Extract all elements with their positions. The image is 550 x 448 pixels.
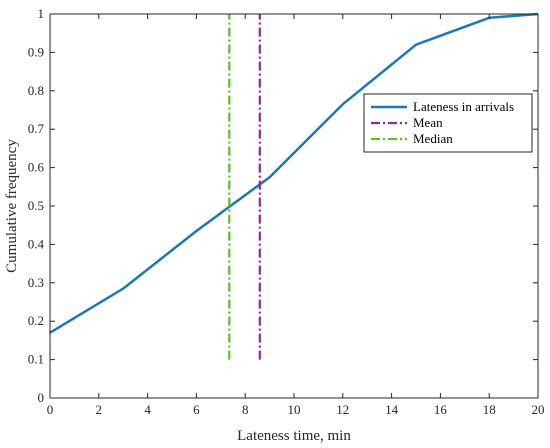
x-tick-label: 6 [193, 402, 200, 417]
x-tick-label: 18 [483, 402, 496, 417]
y-tick-label: 0.6 [28, 160, 45, 175]
x-tick-label: 4 [144, 402, 151, 417]
x-tick-label: 10 [288, 402, 301, 417]
x-tick-label: 14 [385, 402, 399, 417]
plot-area [50, 14, 538, 398]
x-tick-label: 16 [434, 402, 448, 417]
x-tick-label: 2 [96, 402, 103, 417]
legend-label-2: Median [413, 131, 453, 146]
x-tick-label: 0 [47, 402, 54, 417]
y-tick-label: 0.7 [28, 121, 45, 136]
y-tick-label: 1 [38, 6, 45, 21]
x-tick-label: 8 [242, 402, 249, 417]
legend-label-1: Mean [413, 115, 443, 130]
x-tick-label: 20 [532, 402, 545, 417]
legend-label-0: Lateness in arrivals [413, 99, 514, 114]
y-tick-label: 0.9 [28, 44, 44, 59]
y-tick-label: 0.5 [28, 198, 44, 213]
y-tick-label: 0 [38, 390, 45, 405]
series-layer [49, 12, 539, 360]
x-axis-title: Lateness time, min [237, 428, 351, 444]
x-tick-label: 12 [336, 402, 349, 417]
y-tick-label: 0.4 [28, 236, 45, 251]
series-line-0 [49, 12, 539, 334]
y-tick-label: 0.8 [28, 83, 44, 98]
y-tick-label: 0.3 [28, 275, 44, 290]
y-axis-title: Cumulative frequency [4, 139, 20, 273]
tick-layer: 0 2 4 6 8 10 12 14 16 18 20 0 0.1 0.2 0.3 0.4 0.5 0.6 0.7 0… [28, 6, 545, 417]
y-tick-label: 0.2 [28, 313, 44, 328]
y-tick-label: 0.1 [28, 352, 44, 367]
